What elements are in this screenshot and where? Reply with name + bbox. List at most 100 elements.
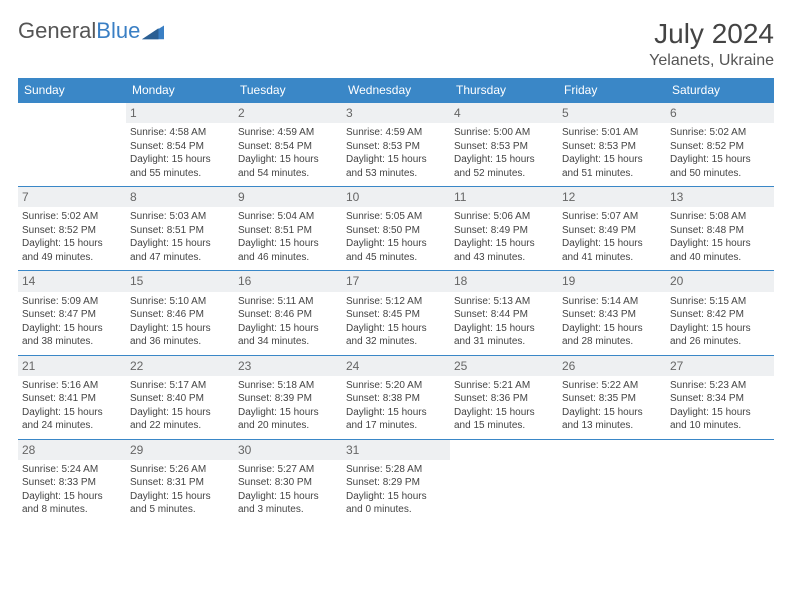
calendar-week-row: 7 Sunrise: 5:02 AMSunset: 8:52 PM Daylight… — [18, 187, 774, 271]
daylight-text: Daylight: 15 hours — [562, 322, 662, 336]
daylight-text: Daylight: 15 hours — [22, 490, 122, 504]
day-number: 7 — [18, 187, 126, 207]
calendar-day-cell: 11Sunrise: 5:06 AMSunset: 8:49 PMDayligh… — [450, 187, 558, 271]
logo-text: GeneralBlue — [18, 18, 140, 44]
calendar-day-cell: 25Sunrise: 5:21 AMSunset: 8:36 PMDayligh… — [450, 355, 558, 439]
sunrise-text: Sunrise: 5:01 AM — [562, 126, 662, 140]
daylight-text: and 55 minutes. — [130, 167, 230, 181]
sunset-text: Sunset: 8:52 PM — [22, 224, 122, 238]
daylight-text: Daylight: 15 hours — [130, 490, 230, 504]
calendar-day-cell: 29Sunrise: 5:26 AMSunset: 8:31 PMDayligh… — [126, 439, 234, 523]
calendar-day-cell: 31Sunrise: 5:28 AMSunset: 8:29 PMDayligh… — [342, 439, 450, 523]
calendar-day-cell: 22Sunrise: 5:17 AMSunset: 8:40 PMDayligh… — [126, 355, 234, 439]
daylight-text: and 26 minutes. — [670, 335, 770, 349]
calendar-day-cell: 24Sunrise: 5:20 AMSunset: 8:38 PMDayligh… — [342, 355, 450, 439]
day-number: 2 — [234, 103, 342, 123]
sunrise-text: Sunrise: 5:28 AM — [346, 463, 446, 477]
day-number: 15 — [126, 271, 234, 291]
daylight-text: and 8 minutes. — [22, 503, 122, 517]
sunrise-text: Sunrise: 5:11 AM — [238, 295, 338, 309]
location-label: Yelanets, Ukraine — [649, 52, 774, 70]
logo-text-part2: Blue — [96, 18, 140, 43]
calendar-day-cell: 15Sunrise: 5:10 AMSunset: 8:46 PMDayligh… — [126, 271, 234, 355]
sunset-text: Sunset: 8:48 PM — [670, 224, 770, 238]
daylight-text: Daylight: 15 hours — [238, 406, 338, 420]
header: GeneralBlue July 2024 Yelanets, Ukraine — [18, 18, 774, 70]
day-number: 11 — [450, 187, 558, 207]
daylight-text: and 5 minutes. — [130, 503, 230, 517]
sunset-text: Sunset: 8:35 PM — [562, 392, 662, 406]
daylight-text: Daylight: 15 hours — [670, 406, 770, 420]
sunset-text: Sunset: 8:30 PM — [238, 476, 338, 490]
sunset-text: Sunset: 8:53 PM — [562, 140, 662, 154]
daylight-text: Daylight: 15 hours — [562, 406, 662, 420]
calendar-day-cell — [558, 439, 666, 523]
sunset-text: Sunset: 8:39 PM — [238, 392, 338, 406]
sunrise-text: Sunrise: 5:14 AM — [562, 295, 662, 309]
day-number: 25 — [450, 356, 558, 376]
sunset-text: Sunset: 8:47 PM — [22, 308, 122, 322]
daylight-text: Daylight: 15 hours — [346, 153, 446, 167]
sunset-text: Sunset: 8:45 PM — [346, 308, 446, 322]
calendar-day-cell: 1Sunrise: 4:58 AMSunset: 8:54 PMDaylight… — [126, 103, 234, 187]
sunset-text: Sunset: 8:53 PM — [346, 140, 446, 154]
sunset-text: Sunset: 8:51 PM — [238, 224, 338, 238]
sunset-text: Sunset: 8:54 PM — [130, 140, 230, 154]
calendar-week-row: 21Sunrise: 5:16 AMSunset: 8:41 PMDayligh… — [18, 355, 774, 439]
daylight-text: and 52 minutes. — [454, 167, 554, 181]
sunrise-text: Sunrise: 4:59 AM — [346, 126, 446, 140]
daylight-text: Daylight: 15 hours — [562, 237, 662, 251]
daylight-text: Daylight: 15 hours — [454, 322, 554, 336]
sunrise-text: Sunrise: 5:08 AM — [670, 210, 770, 224]
calendar-day-cell — [666, 439, 774, 523]
calendar-table: Sunday Monday Tuesday Wednesday Thursday… — [18, 78, 774, 523]
sunrise-text: Sunrise: 5:02 AM — [22, 210, 122, 224]
day-number: 1 — [126, 103, 234, 123]
sunset-text: Sunset: 8:40 PM — [130, 392, 230, 406]
daylight-text: and 17 minutes. — [346, 419, 446, 433]
sunrise-text: Sunrise: 5:07 AM — [562, 210, 662, 224]
day-number: 20 — [666, 271, 774, 291]
sunrise-text: Sunrise: 5:06 AM — [454, 210, 554, 224]
day-number: 18 — [450, 271, 558, 291]
weekday-header: Monday — [126, 78, 234, 103]
sunset-text: Sunset: 8:49 PM — [562, 224, 662, 238]
daylight-text: Daylight: 15 hours — [670, 237, 770, 251]
daylight-text: and 51 minutes. — [562, 167, 662, 181]
weekday-header-row: Sunday Monday Tuesday Wednesday Thursday… — [18, 78, 774, 103]
sunset-text: Sunset: 8:54 PM — [238, 140, 338, 154]
sunset-text: Sunset: 8:36 PM — [454, 392, 554, 406]
daylight-text: and 53 minutes. — [346, 167, 446, 181]
sunrise-text: Sunrise: 5:15 AM — [670, 295, 770, 309]
sunrise-text: Sunrise: 5:24 AM — [22, 463, 122, 477]
day-number: 4 — [450, 103, 558, 123]
weekday-header: Saturday — [666, 78, 774, 103]
daylight-text: Daylight: 15 hours — [346, 490, 446, 504]
calendar-day-cell: 14Sunrise: 5:09 AMSunset: 8:47 PMDayligh… — [18, 271, 126, 355]
daylight-text: Daylight: 15 hours — [130, 322, 230, 336]
calendar-day-cell: 19Sunrise: 5:14 AMSunset: 8:43 PMDayligh… — [558, 271, 666, 355]
weekday-header: Wednesday — [342, 78, 450, 103]
sunrise-text: Sunrise: 5:22 AM — [562, 379, 662, 393]
calendar-day-cell: 4Sunrise: 5:00 AMSunset: 8:53 PMDaylight… — [450, 103, 558, 187]
sunset-text: Sunset: 8:46 PM — [238, 308, 338, 322]
sunset-text: Sunset: 8:49 PM — [454, 224, 554, 238]
day-number: 14 — [18, 271, 126, 291]
day-number: 26 — [558, 356, 666, 376]
day-number: 27 — [666, 356, 774, 376]
calendar-day-cell: 17Sunrise: 5:12 AMSunset: 8:45 PMDayligh… — [342, 271, 450, 355]
calendar-day-cell: 13Sunrise: 5:08 AMSunset: 8:48 PMDayligh… — [666, 187, 774, 271]
daylight-text: Daylight: 15 hours — [22, 322, 122, 336]
sunrise-text: Sunrise: 5:12 AM — [346, 295, 446, 309]
daylight-text: Daylight: 15 hours — [238, 153, 338, 167]
daylight-text: Daylight: 15 hours — [346, 237, 446, 251]
daylight-text: Daylight: 15 hours — [670, 153, 770, 167]
daylight-text: Daylight: 15 hours — [454, 406, 554, 420]
logo: GeneralBlue — [18, 18, 164, 44]
sunrise-text: Sunrise: 5:00 AM — [454, 126, 554, 140]
daylight-text: Daylight: 15 hours — [454, 153, 554, 167]
calendar-day-cell: 21Sunrise: 5:16 AMSunset: 8:41 PMDayligh… — [18, 355, 126, 439]
sunset-text: Sunset: 8:50 PM — [346, 224, 446, 238]
sunset-text: Sunset: 8:41 PM — [22, 392, 122, 406]
day-number: 6 — [666, 103, 774, 123]
